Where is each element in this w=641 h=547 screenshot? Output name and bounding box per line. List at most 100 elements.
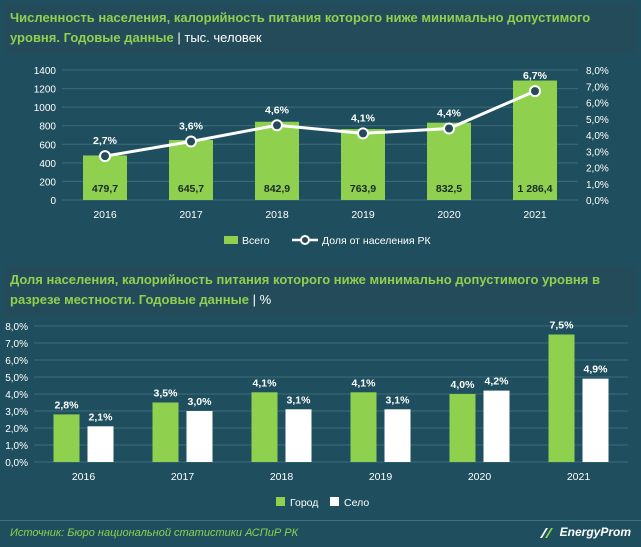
chart1-panel: Численность населения, калорийность пита… bbox=[0, 0, 641, 262]
chart2-plot: 0,0% 1,0% 2,0% 3,0% 4,0% 5,0% 6,0% 7,0% 8,0% 2,8%… bbox=[5, 320, 628, 509]
bar-value-label: 1 286,4 bbox=[517, 183, 552, 195]
y-tick-label: 2,0% bbox=[5, 424, 28, 435]
x-tick-label: 2020 bbox=[468, 471, 492, 483]
x-tick-label: 2017 bbox=[171, 471, 195, 483]
chart2-title-separator: | bbox=[252, 292, 256, 307]
bar-city bbox=[548, 334, 575, 462]
y-right-tick-label: 4,0% bbox=[586, 131, 609, 142]
bar-value-label: 3,0% bbox=[188, 396, 213, 408]
x-tick-label: 2018 bbox=[270, 471, 294, 483]
bar-value-label: 4,2% bbox=[485, 376, 510, 388]
bar-village bbox=[285, 409, 312, 462]
x-tick-label: 2019 bbox=[369, 471, 393, 483]
y-right-tick-label: 3,0% bbox=[586, 147, 609, 158]
bar-value-label: 479,7 bbox=[92, 183, 118, 195]
share-value-label: 3,6% bbox=[179, 121, 204, 133]
bar-total bbox=[427, 122, 471, 200]
legend-label-share: Доля от населения РК bbox=[322, 235, 432, 247]
chart1-title-separator: | bbox=[177, 30, 181, 45]
legend-label-city: Город bbox=[290, 497, 318, 509]
x-tick-label: 2021 bbox=[523, 209, 547, 221]
chart1-title-bar: Численность населения, калорийность пита… bbox=[4, 4, 637, 54]
chart2-title: Доля населения, калорийность питания кот… bbox=[10, 272, 600, 307]
bar-value-label: 4,9% bbox=[584, 364, 609, 376]
legend-label-village: Село bbox=[344, 497, 369, 509]
bar-village bbox=[483, 390, 510, 462]
y-left-tick-label: 600 bbox=[39, 140, 56, 151]
bar-value-label: 842,9 bbox=[264, 183, 290, 195]
x-tick-label: 2019 bbox=[351, 209, 375, 221]
share-point bbox=[443, 122, 455, 135]
chart1-plot: 0 200 400 600 800 1000 1200 1400 0,0% 1,0% 2,0% 3,0… bbox=[34, 66, 609, 247]
legend-swatch-village bbox=[330, 497, 339, 506]
bar-value-label: 2,8% bbox=[55, 399, 80, 411]
bar-village bbox=[582, 378, 609, 462]
share-point bbox=[185, 135, 197, 148]
legend-label-total: Всего bbox=[242, 235, 270, 247]
x-tick-label: 2020 bbox=[437, 209, 461, 221]
share-point bbox=[357, 127, 369, 140]
y-right-tick-label: 7,0% bbox=[586, 82, 609, 93]
bar-value-label: 645,7 bbox=[178, 183, 204, 195]
y-right-tick-label: 6,0% bbox=[586, 99, 609, 110]
bar-value-label: 2,1% bbox=[89, 411, 114, 423]
logo-text: EnergyProm bbox=[559, 525, 631, 539]
y-tick-label: 3,0% bbox=[5, 407, 28, 418]
source-note: Источник: Бюро национальной статистики А… bbox=[10, 527, 299, 539]
bar-total bbox=[255, 121, 299, 200]
chart2-title-bar: Доля населения, калорийность питания кот… bbox=[4, 266, 637, 316]
legend-swatch-total bbox=[224, 236, 238, 244]
y-tick-label: 4,0% bbox=[5, 390, 28, 401]
bar-value-label: 3,1% bbox=[386, 394, 411, 406]
bar-total bbox=[341, 129, 385, 200]
y-left-tick-label: 200 bbox=[39, 177, 56, 188]
share-point bbox=[99, 150, 111, 163]
share-point bbox=[529, 85, 541, 98]
share-line bbox=[104, 89, 536, 158]
y-left-tick-label: 1000 bbox=[34, 103, 57, 114]
bar-total bbox=[169, 140, 213, 200]
share-value-label: 4,1% bbox=[351, 112, 376, 124]
y-right-tick-label: 8,0% bbox=[586, 66, 609, 77]
bar-city bbox=[449, 394, 476, 462]
y-left-tick-label: 400 bbox=[39, 159, 56, 170]
y-tick-label: 8,0% bbox=[5, 322, 28, 333]
y-left-tick-label: 1400 bbox=[34, 66, 57, 77]
energyprom-logo[interactable]: EnergyProm bbox=[538, 525, 631, 540]
bar-value-label: 4,1% bbox=[253, 377, 278, 389]
y-tick-label: 6,0% bbox=[5, 356, 28, 367]
y-left-tick-label: 800 bbox=[39, 122, 56, 133]
share-value-label: 4,4% bbox=[437, 108, 462, 120]
bar-value-label: 4,0% bbox=[451, 379, 476, 391]
bar-value-label: 763,9 bbox=[350, 183, 376, 195]
bar-value-label: 3,5% bbox=[154, 388, 179, 400]
bar-village bbox=[384, 409, 411, 462]
share-value-label: 6,7% bbox=[523, 70, 548, 82]
y-left-tick-label: 1200 bbox=[34, 85, 57, 96]
chart1-title: Численность населения, калорийность пита… bbox=[10, 10, 591, 45]
bar-city bbox=[251, 392, 278, 462]
bar-value-label: 4,1% bbox=[352, 377, 377, 389]
y-tick-label: 0,0% bbox=[5, 458, 28, 469]
x-tick-label: 2021 bbox=[567, 471, 591, 483]
y-right-tick-label: 2,0% bbox=[586, 164, 609, 175]
bar-village bbox=[87, 426, 114, 462]
y-tick-label: 7,0% bbox=[5, 339, 28, 350]
bar-city bbox=[152, 402, 179, 462]
y-right-tick-label: 5,0% bbox=[586, 115, 609, 126]
share-value-label: 4,6% bbox=[265, 104, 290, 116]
legend-marker-share bbox=[300, 235, 310, 245]
energyprom-logo-icon bbox=[540, 527, 554, 538]
y-right-tick-label: 0,0% bbox=[586, 196, 609, 207]
bar-village bbox=[186, 411, 213, 462]
y-right-tick-label: 1,0% bbox=[586, 180, 609, 191]
y-tick-label: 1,0% bbox=[5, 441, 28, 452]
bar-total bbox=[513, 80, 557, 200]
y-left-tick-label: 0 bbox=[50, 196, 56, 207]
legend-swatch-city bbox=[276, 497, 285, 506]
footer: Источник: Бюро национальной статистики А… bbox=[0, 520, 641, 547]
x-tick-label: 2017 bbox=[179, 209, 203, 221]
chart2-unit: % bbox=[259, 292, 272, 307]
bar-total bbox=[83, 155, 127, 200]
share-value-label: 2,7% bbox=[93, 135, 118, 147]
